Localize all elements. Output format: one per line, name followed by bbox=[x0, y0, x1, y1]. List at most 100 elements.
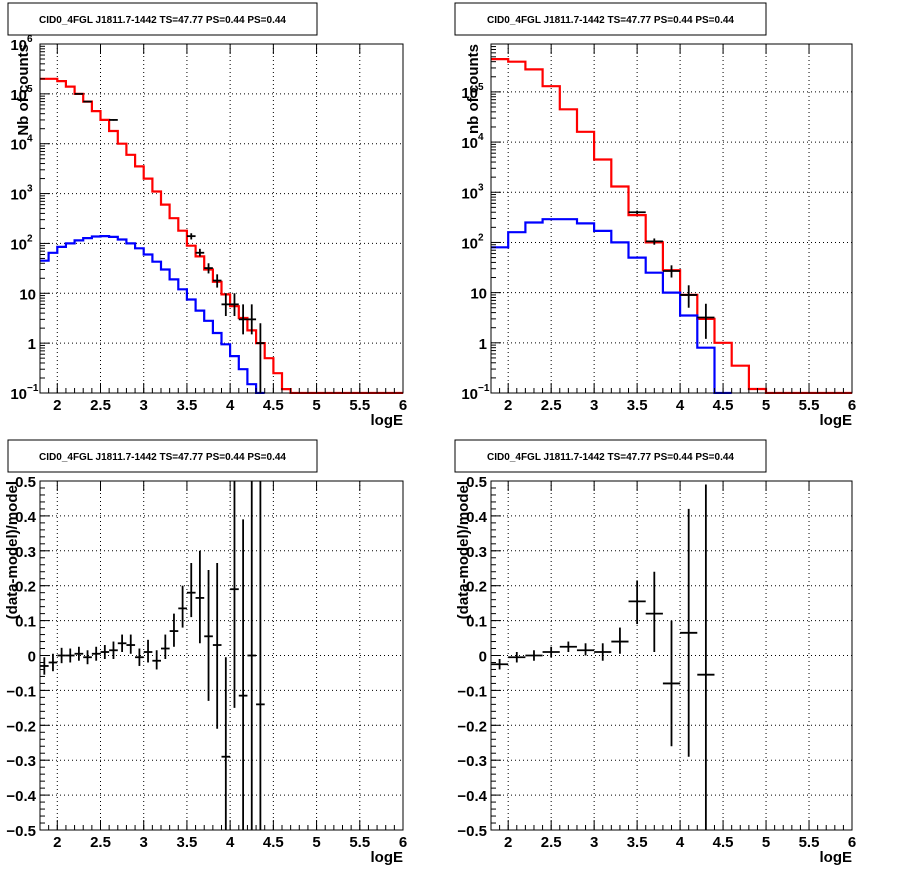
data-point bbox=[680, 508, 698, 757]
data-point bbox=[212, 274, 222, 288]
x-tick-label: 5.5 bbox=[349, 397, 370, 414]
x-tick-label: 2 bbox=[504, 834, 512, 851]
x-tick-label: 2.5 bbox=[90, 834, 111, 851]
x-axis: 2 2.5 3 3.5 4 4.5 5 5.5 6 bbox=[490, 481, 856, 851]
y-tick-label: 0.3 bbox=[466, 544, 487, 561]
y-tick-label: 0.2 bbox=[466, 579, 487, 596]
grid bbox=[40, 481, 403, 830]
data-point bbox=[525, 650, 543, 661]
data-point bbox=[57, 647, 66, 664]
x-axis-title: logE bbox=[820, 412, 853, 429]
x-tick-label: 3 bbox=[140, 397, 148, 414]
y-tick-exponent: 2 bbox=[27, 233, 33, 244]
data-point bbox=[230, 481, 239, 708]
y-tick-label: 0.1 bbox=[15, 614, 36, 631]
data-point bbox=[204, 263, 213, 274]
chart-title: CID0_4FGL J1811.7-1442 TS=47.77 PS=0.44 … bbox=[487, 452, 734, 463]
y-tick-label: 10 bbox=[10, 187, 27, 204]
x-tick-label: 4 bbox=[226, 834, 235, 851]
y-tick-label: 0 bbox=[479, 649, 487, 666]
data-point bbox=[83, 650, 92, 665]
data-point bbox=[645, 571, 663, 653]
x-tick-label: 2.5 bbox=[90, 397, 111, 414]
data-point bbox=[508, 652, 526, 663]
y-tick-label: 10 bbox=[10, 37, 27, 54]
data-point bbox=[186, 233, 196, 240]
title-box bbox=[7, 2, 318, 36]
y-tick-label: 10 bbox=[10, 137, 27, 154]
y-tick-label: −0.2 bbox=[457, 718, 487, 735]
y-axis-title: (data-model)/model bbox=[455, 481, 472, 619]
y-tick-label: 10 bbox=[19, 286, 36, 303]
y-tick-label: −0.1 bbox=[457, 683, 487, 700]
x-tick-label: 5.5 bbox=[349, 834, 370, 851]
data-point bbox=[559, 641, 577, 653]
x-tick-label: 2 bbox=[53, 834, 61, 851]
title-box bbox=[7, 439, 318, 473]
y-tick-exponent: −1 bbox=[478, 383, 490, 394]
data-point bbox=[247, 481, 257, 830]
panel-counts-left: CID0_4FGL J1811.7-1442 TS=47.77 PS=0.44 … bbox=[7, 2, 407, 429]
data-point bbox=[91, 646, 101, 661]
data-point bbox=[195, 248, 205, 257]
data-point bbox=[204, 569, 213, 701]
x-tick-label: 5.5 bbox=[799, 834, 820, 851]
y-axis: −0.5 −0.4 −0.3 −0.2 −0.1 0 0.1 0.2 0.3 0.4 0.5 bbox=[457, 474, 501, 840]
data-point bbox=[109, 119, 118, 121]
y-tick-label: 10 bbox=[461, 235, 478, 252]
x-axis-title: logE bbox=[371, 849, 404, 866]
data-point bbox=[109, 641, 118, 659]
x-tick-label: 6 bbox=[399, 397, 407, 414]
y-tick-label: −0.2 bbox=[6, 718, 36, 735]
y-tick-label: 1 bbox=[28, 336, 36, 353]
chart-title: CID0_4FGL J1811.7-1442 TS=47.77 PS=0.44 … bbox=[39, 452, 286, 463]
x-tick-label: 3.5 bbox=[627, 834, 648, 851]
x-axis: 2 2.5 3 3.5 4 4.5 5 5.5 6 bbox=[490, 44, 856, 414]
title-box bbox=[454, 439, 767, 473]
y-tick-label: −0.1 bbox=[6, 683, 36, 700]
y-tick-label: 0.4 bbox=[466, 509, 488, 526]
x-tick-label: 3.5 bbox=[176, 834, 197, 851]
y-tick-label: 0.2 bbox=[15, 579, 36, 596]
plot-area bbox=[40, 77, 403, 394]
y-tick-exponent: 5 bbox=[27, 84, 33, 95]
data-point bbox=[83, 100, 92, 103]
y-tick-label: 10 bbox=[10, 87, 27, 104]
y-tick-label: 0 bbox=[28, 649, 36, 666]
x-tick-label: 4.5 bbox=[713, 397, 734, 414]
y-tick-label: 10 bbox=[10, 236, 27, 253]
x-tick-label: 3.5 bbox=[627, 397, 648, 414]
plot-area bbox=[40, 481, 265, 830]
data-point bbox=[212, 563, 222, 729]
y-tick-label: 10 bbox=[461, 185, 478, 202]
y-tick-label: 10 bbox=[10, 386, 27, 403]
x-axis-title: logE bbox=[820, 849, 853, 866]
data-point bbox=[576, 643, 595, 656]
data-point bbox=[74, 646, 84, 661]
model-source-line bbox=[40, 235, 265, 394]
data-point bbox=[152, 650, 161, 670]
x-tick-label: 3 bbox=[140, 834, 148, 851]
x-tick-label: 5 bbox=[762, 397, 770, 414]
y-tick-label: 0.5 bbox=[466, 474, 487, 491]
data-point bbox=[186, 563, 196, 618]
data-point bbox=[74, 92, 84, 95]
data-point bbox=[48, 653, 58, 672]
x-tick-label: 5 bbox=[312, 397, 320, 414]
y-tick-exponent: 5 bbox=[478, 82, 484, 93]
x-tick-label: 3 bbox=[590, 397, 598, 414]
x-tick-label: 2.5 bbox=[541, 397, 562, 414]
plot-area bbox=[491, 58, 852, 394]
x-tick-label: 2 bbox=[53, 397, 61, 414]
x-tick-label: 6 bbox=[848, 397, 856, 414]
data-point bbox=[238, 304, 248, 335]
x-tick-label: 3 bbox=[590, 834, 598, 851]
x-tick-label: 5 bbox=[312, 834, 320, 851]
data-point bbox=[169, 613, 179, 647]
panel-counts-right: CID0_4FGL J1811.7-1442 TS=47.77 PS=0.44 … bbox=[454, 2, 856, 429]
y-tick-label: 0.5 bbox=[15, 474, 36, 491]
data-point bbox=[135, 648, 144, 666]
x-axis: 2 2.5 3 3.5 4 4.5 5 5.5 6 bbox=[39, 44, 407, 414]
